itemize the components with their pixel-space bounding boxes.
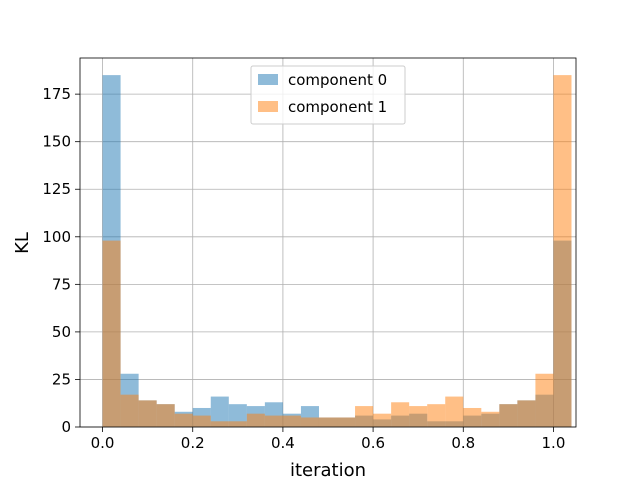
bar-component-1 — [318, 417, 338, 427]
bar-component-1 — [463, 407, 482, 427]
x-tick-label: 0.4 — [271, 434, 295, 452]
legend-swatch-component-1 — [258, 101, 278, 112]
bar-component-1 — [553, 75, 572, 427]
plot-frame — [79, 57, 577, 428]
bar-component-0 — [210, 396, 229, 427]
legend-box — [250, 65, 406, 125]
y-tick-label: 25 — [52, 370, 71, 388]
x-tick-label: 0.0 — [91, 434, 115, 452]
x-tick-label: 0.6 — [361, 434, 385, 452]
bar-component-1 — [210, 421, 229, 427]
bar-component-1 — [337, 417, 356, 427]
y-tick-label: 175 — [42, 85, 71, 103]
bar-component-1 — [228, 421, 247, 427]
x-tick-label: 1.0 — [542, 434, 566, 452]
bar-component-1 — [156, 404, 175, 427]
legend-swatch-component-0 — [258, 74, 278, 85]
legend-label-component-1: component 1 — [288, 98, 387, 116]
y-tick-label: 100 — [42, 228, 71, 246]
legend-label-component-0: component 0 — [288, 71, 387, 89]
bar-component-1 — [373, 413, 392, 427]
y-axis-label: KL — [12, 232, 33, 254]
bar-component-1 — [282, 415, 301, 427]
bar-component-1 — [120, 394, 139, 427]
y-tick-label: 125 — [42, 180, 71, 198]
y-tick-label: 75 — [52, 275, 71, 293]
y-tick-label: 50 — [52, 323, 71, 341]
bar-component-1 — [427, 404, 446, 427]
bar-component-1 — [535, 373, 554, 427]
legend: component 0 component 1 — [250, 65, 406, 125]
y-tick-label: 150 — [42, 133, 71, 151]
bar-component-1 — [445, 396, 464, 427]
bar-component-1 — [246, 413, 265, 427]
bar-component-1 — [264, 415, 283, 427]
bar-component-1 — [174, 413, 193, 427]
histogram-bars — [102, 75, 572, 427]
bar-component-1 — [391, 402, 410, 427]
bar-component-1 — [481, 411, 500, 427]
x-tick-label: 0.2 — [181, 434, 205, 452]
x-axis-ticks: 0.0 0.2 0.4 0.6 0.8 1.0 — [91, 427, 566, 452]
x-axis-label: iteration — [290, 460, 366, 480]
bar-component-1 — [409, 406, 428, 427]
y-axis-ticks: 0 25 50 75 100 125 150 175 — [42, 85, 80, 436]
bar-component-1 — [355, 406, 374, 427]
bar-component-1 — [138, 400, 157, 427]
y-tick-label: 0 — [61, 418, 71, 436]
bar-component-1 — [102, 240, 121, 427]
bar-component-1 — [192, 415, 211, 427]
bar-component-1 — [499, 404, 518, 427]
bar-component-1 — [300, 417, 319, 427]
bar-component-1 — [517, 400, 536, 427]
x-tick-label: 0.8 — [451, 434, 475, 452]
